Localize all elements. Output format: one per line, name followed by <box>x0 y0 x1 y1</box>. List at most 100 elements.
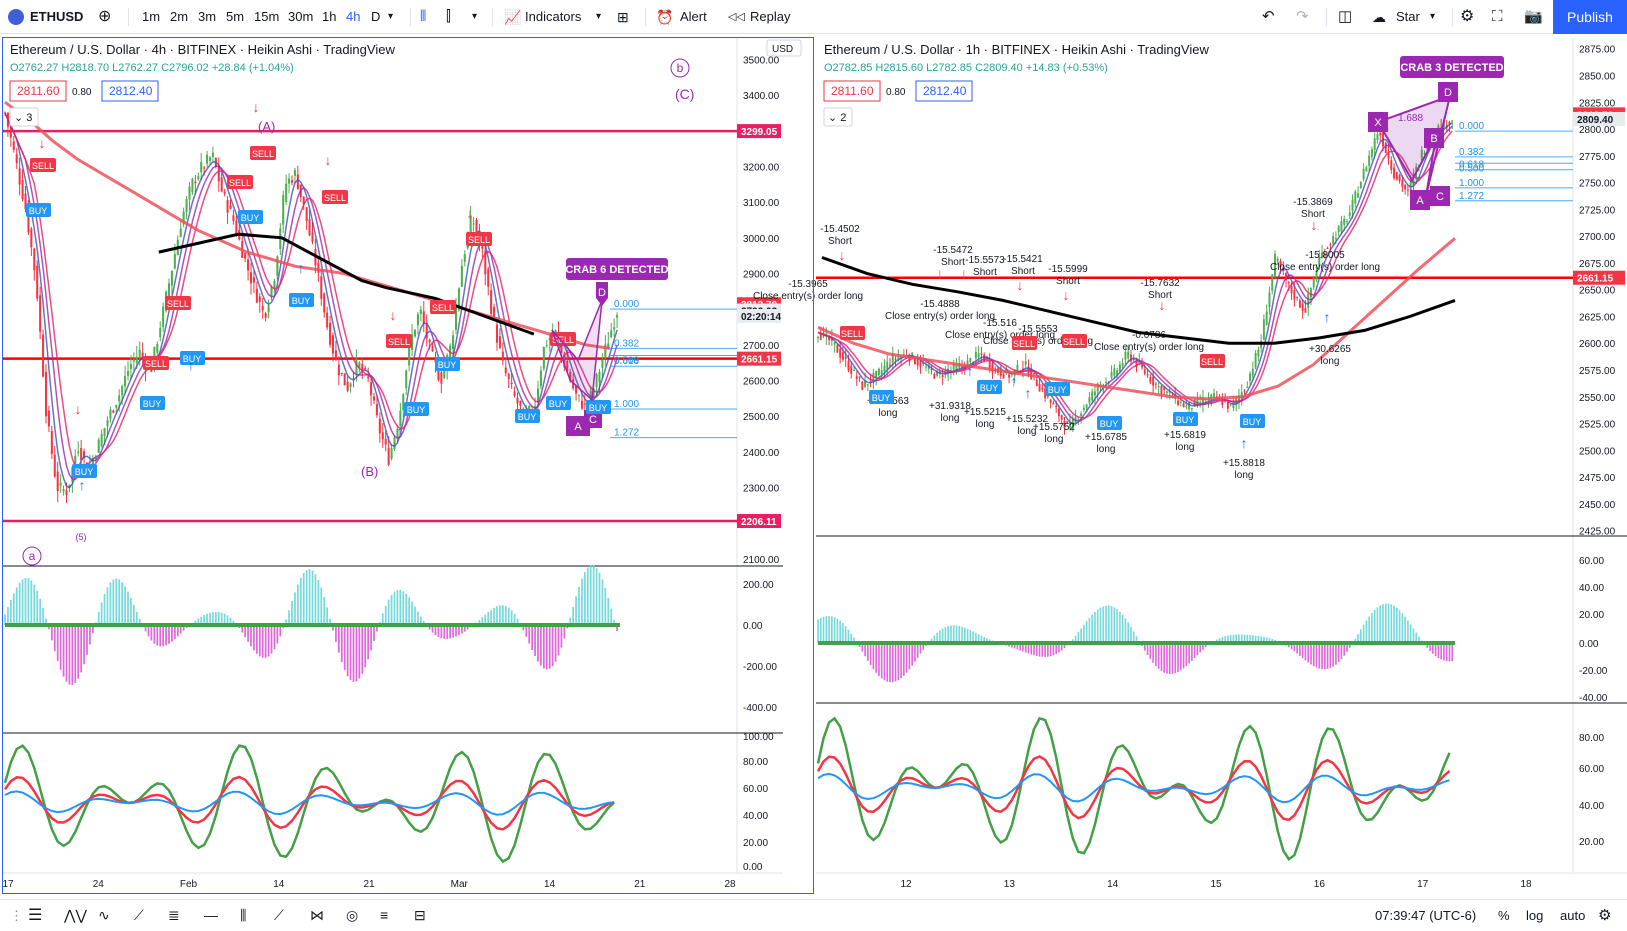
indicators-icon[interactable]: 📈 <box>504 9 522 25</box>
right-trade-type: long <box>1018 426 1037 437</box>
auto-toggle[interactable]: auto <box>1560 908 1586 923</box>
cloud-icon[interactable]: ☁ <box>1372 9 1386 25</box>
right-candle-body <box>1240 392 1243 398</box>
drag-handle-icon[interactable]: ⋮ <box>10 908 23 923</box>
right-candle-body <box>880 370 883 375</box>
left-wave-label: (C) <box>675 86 694 102</box>
layout-split-icon[interactable]: ◫ <box>1338 8 1353 25</box>
left-candle-body <box>24 193 27 210</box>
right-candle-body <box>911 352 914 357</box>
tool-trend-icon[interactable]: ⟋ <box>134 907 144 923</box>
right-price-tick: 2575.00 <box>1579 366 1616 377</box>
tf-15m-button[interactable]: 15m <box>254 9 280 24</box>
bar-type-icon[interactable]: ⫴ <box>420 8 427 25</box>
tool-cycle-icon[interactable]: ◎ <box>346 907 359 923</box>
left-candle-body <box>416 314 419 326</box>
left-price-tick: 3100.00 <box>743 198 780 209</box>
right-candle-body <box>1157 386 1160 388</box>
bottom-settings-icon[interactable]: ⚙ <box>1598 907 1612 924</box>
symbol-search-button[interactable]: ETHUSD <box>30 9 84 24</box>
right-fib-label: 0.382 <box>1459 147 1484 158</box>
candles-icon[interactable]: ⫿ <box>446 8 451 25</box>
left-candle-body <box>65 490 68 495</box>
tf-2m-button[interactable]: 2m <box>170 9 189 24</box>
right-candle-body <box>1332 236 1335 244</box>
left-candle-body <box>247 259 250 271</box>
redo-icon[interactable]: ↷ <box>1296 8 1309 25</box>
publish-button[interactable]: Publish <box>1553 0 1627 34</box>
templates-grid-icon[interactable]: ⊞ <box>617 9 629 25</box>
replay-button[interactable]: Replay <box>750 9 791 24</box>
tf-d-button[interactable]: D <box>371 9 381 24</box>
right-trade-type: long <box>1235 470 1254 481</box>
tf-5m-button[interactable]: 5m <box>226 9 245 24</box>
log-toggle[interactable]: log <box>1526 908 1544 923</box>
tf-1h-button[interactable]: 1h <box>322 9 337 24</box>
right-time-tick: 14 <box>1107 879 1119 890</box>
tool-fib-icon[interactable]: ≣ <box>168 907 180 923</box>
right-candle-body <box>836 344 839 353</box>
right-candle-body <box>1152 376 1155 386</box>
tf-4h-button[interactable]: 4h <box>346 9 361 24</box>
chart-area[interactable]: 3500.003400.003300.003200.003100.003000.… <box>0 35 1627 899</box>
left-candle-body <box>106 420 109 427</box>
compare-plus-icon[interactable]: ⊕ <box>98 8 112 25</box>
right-buy-arrow: ↑ <box>1324 309 1331 325</box>
tf-dropdown-chevron-icon[interactable]: ▾ <box>388 11 394 22</box>
tool-gann-icon[interactable]: ≡ <box>380 907 389 923</box>
right-point-bg <box>1424 128 1444 148</box>
settings-gear-icon[interactable]: ⚙ <box>1460 8 1475 25</box>
right-candle-body <box>1129 354 1132 362</box>
tf-1m-button[interactable]: 1m <box>142 9 161 24</box>
right-candle-body <box>1154 383 1157 385</box>
tool-range-icon[interactable]: ⊟ <box>414 907 426 923</box>
right-candle-body <box>1160 386 1163 394</box>
left-price-tag: 2661.15 <box>741 355 778 366</box>
layout-name[interactable]: Star <box>1396 9 1420 24</box>
left-osc-tick: -400.00 <box>743 703 777 714</box>
undo-icon[interactable]: ↶ <box>1262 8 1275 25</box>
tool-pattern-icon[interactable]: ⋀⋁ <box>64 907 87 923</box>
left-candle-body <box>197 176 200 179</box>
right-candle-body <box>841 352 844 360</box>
left-candle-body <box>170 271 173 286</box>
right-candle-body <box>850 365 853 374</box>
alert-button[interactable]: Alert <box>680 9 707 24</box>
right-trade-value: -15.8005 <box>1305 250 1345 261</box>
left-sell-arrow: ↓ <box>39 135 46 151</box>
right-trade-value: +15.8818 <box>1223 458 1265 469</box>
chart-type-chevron-icon[interactable]: ▾ <box>472 11 478 22</box>
indicators-chevron-icon[interactable]: ▾ <box>596 11 602 22</box>
indicators-button[interactable]: Indicators <box>525 9 582 24</box>
left-candle-body <box>378 418 381 434</box>
left-candle-body <box>33 248 36 271</box>
left-time-tick: Feb <box>180 879 198 890</box>
right-pattern-label: CRAB 3 DETECTED <box>1400 62 1503 74</box>
left-time-tick: 21 <box>363 879 375 890</box>
left-candle-body <box>302 196 305 205</box>
tool-hline-icon[interactable]: — <box>204 907 218 923</box>
alert-clock-icon[interactable]: ⏰ <box>656 9 674 25</box>
right-trade-type: Close entry(s) order long <box>885 311 995 322</box>
snapshot-camera-icon[interactable]: 📷 <box>1524 8 1543 25</box>
percent-toggle[interactable]: % <box>1498 908 1510 923</box>
right-price-tick: 2500.00 <box>1579 446 1616 457</box>
right-pane: 2875.00 2850.00 2825.00 2800.00 2775.00 2750.… <box>816 38 1627 890</box>
tool-ray-icon[interactable]: ⟋ <box>274 907 284 923</box>
tool-xabcd-icon[interactable]: ⋈ <box>310 907 324 923</box>
tool-bars-icon[interactable]: ⫼ <box>240 907 247 923</box>
right-point-bg <box>1438 82 1458 102</box>
tool-waves-icon[interactable]: ∿ <box>98 907 110 923</box>
right-pattern-label-bg <box>1400 56 1504 78</box>
right-candle-body <box>947 370 950 374</box>
tool-lines-icon[interactable]: ☰ <box>28 907 43 924</box>
tf-3m-button[interactable]: 3m <box>198 9 217 24</box>
replay-icon[interactable]: ◁◁ <box>728 11 745 23</box>
right-candle-body <box>1384 142 1387 154</box>
fullscreen-icon[interactable]: ⛶ <box>1492 8 1503 25</box>
layout-chevron-icon[interactable]: ▾ <box>1430 11 1436 22</box>
right-time-tick: 13 <box>1004 879 1016 890</box>
left-candle-body <box>115 405 118 408</box>
right-candle-body <box>1368 155 1371 166</box>
tf-30m-button[interactable]: 30m <box>288 9 314 24</box>
